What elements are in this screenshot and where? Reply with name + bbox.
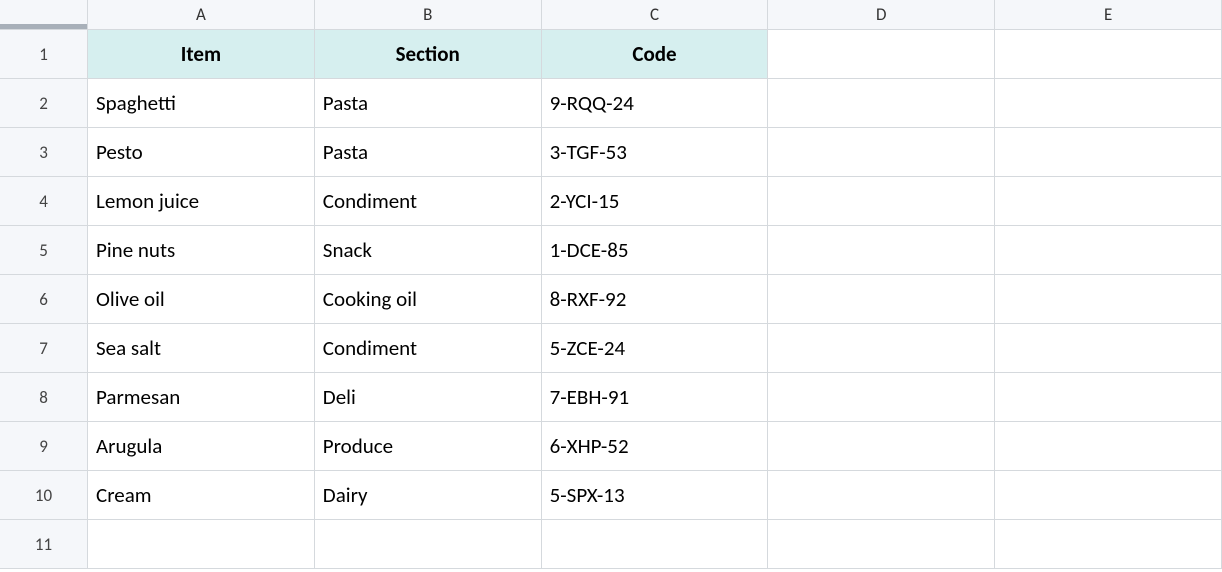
cell-A2[interactable]: Spaghetti: [88, 79, 315, 128]
spreadsheet-grid: A B C D E 1 Item Section Code 2 Spaghett…: [0, 0, 1222, 569]
row-header-3[interactable]: 3: [0, 128, 88, 177]
cell-E9[interactable]: [995, 422, 1222, 471]
cell-E4[interactable]: [995, 177, 1222, 226]
row-header-5[interactable]: 5: [0, 226, 88, 275]
cell-D10[interactable]: [768, 471, 995, 520]
cell-B11[interactable]: [315, 520, 542, 569]
cell-E7[interactable]: [995, 324, 1222, 373]
cell-D1[interactable]: [768, 30, 995, 79]
cell-C1[interactable]: Code: [542, 30, 769, 79]
col-header-E[interactable]: E: [995, 0, 1222, 30]
cell-D9[interactable]: [768, 422, 995, 471]
cell-B9[interactable]: Produce: [315, 422, 542, 471]
cell-D5[interactable]: [768, 226, 995, 275]
cell-C9[interactable]: 6-XHP-52: [542, 422, 769, 471]
row-header-7[interactable]: 7: [0, 324, 88, 373]
cell-A8[interactable]: Parmesan: [88, 373, 315, 422]
cell-C8[interactable]: 7-EBH-91: [542, 373, 769, 422]
cell-C5[interactable]: 1-DCE-85: [542, 226, 769, 275]
cell-E5[interactable]: [995, 226, 1222, 275]
col-header-B[interactable]: B: [315, 0, 542, 30]
cell-C11[interactable]: [542, 520, 769, 569]
col-header-D[interactable]: D: [768, 0, 995, 30]
row-header-8[interactable]: 8: [0, 373, 88, 422]
row-header-11[interactable]: 11: [0, 520, 88, 569]
select-all-corner[interactable]: [0, 0, 88, 30]
cell-C3[interactable]: 3-TGF-53: [542, 128, 769, 177]
cell-C2[interactable]: 9-RQQ-24: [542, 79, 769, 128]
cell-D6[interactable]: [768, 275, 995, 324]
row-header-10[interactable]: 10: [0, 471, 88, 520]
cell-E6[interactable]: [995, 275, 1222, 324]
cell-E2[interactable]: [995, 79, 1222, 128]
cell-D8[interactable]: [768, 373, 995, 422]
cell-E1[interactable]: [995, 30, 1222, 79]
col-header-A[interactable]: A: [88, 0, 315, 30]
row-header-9[interactable]: 9: [0, 422, 88, 471]
row-header-4[interactable]: 4: [0, 177, 88, 226]
cell-D4[interactable]: [768, 177, 995, 226]
cell-E10[interactable]: [995, 471, 1222, 520]
cell-A3[interactable]: Pesto: [88, 128, 315, 177]
col-header-C[interactable]: C: [542, 0, 769, 30]
cell-C7[interactable]: 5-ZCE-24: [542, 324, 769, 373]
cell-B6[interactable]: Cooking oil: [315, 275, 542, 324]
cell-B2[interactable]: Pasta: [315, 79, 542, 128]
cell-B10[interactable]: Dairy: [315, 471, 542, 520]
cell-D3[interactable]: [768, 128, 995, 177]
cell-E3[interactable]: [995, 128, 1222, 177]
row-header-2[interactable]: 2: [0, 79, 88, 128]
cell-A7[interactable]: Sea salt: [88, 324, 315, 373]
cell-A5[interactable]: Pine nuts: [88, 226, 315, 275]
cell-C10[interactable]: 5-SPX-13: [542, 471, 769, 520]
cell-B7[interactable]: Condiment: [315, 324, 542, 373]
cell-C6[interactable]: 8-RXF-92: [542, 275, 769, 324]
cell-A11[interactable]: [88, 520, 315, 569]
cell-E11[interactable]: [995, 520, 1222, 569]
cell-D7[interactable]: [768, 324, 995, 373]
cell-A1[interactable]: Item: [88, 30, 315, 79]
cell-A10[interactable]: Cream: [88, 471, 315, 520]
cell-B4[interactable]: Condiment: [315, 177, 542, 226]
cell-A6[interactable]: Olive oil: [88, 275, 315, 324]
cell-D2[interactable]: [768, 79, 995, 128]
cell-E8[interactable]: [995, 373, 1222, 422]
cell-B1[interactable]: Section: [315, 30, 542, 79]
row-header-6[interactable]: 6: [0, 275, 88, 324]
cell-A4[interactable]: Lemon juice: [88, 177, 315, 226]
cell-D11[interactable]: [768, 520, 995, 569]
cell-A9[interactable]: Arugula: [88, 422, 315, 471]
row-header-1[interactable]: 1: [0, 30, 88, 79]
cell-B3[interactable]: Pasta: [315, 128, 542, 177]
cell-B5[interactable]: Snack: [315, 226, 542, 275]
cell-B8[interactable]: Deli: [315, 373, 542, 422]
cell-C4[interactable]: 2-YCI-15: [542, 177, 769, 226]
